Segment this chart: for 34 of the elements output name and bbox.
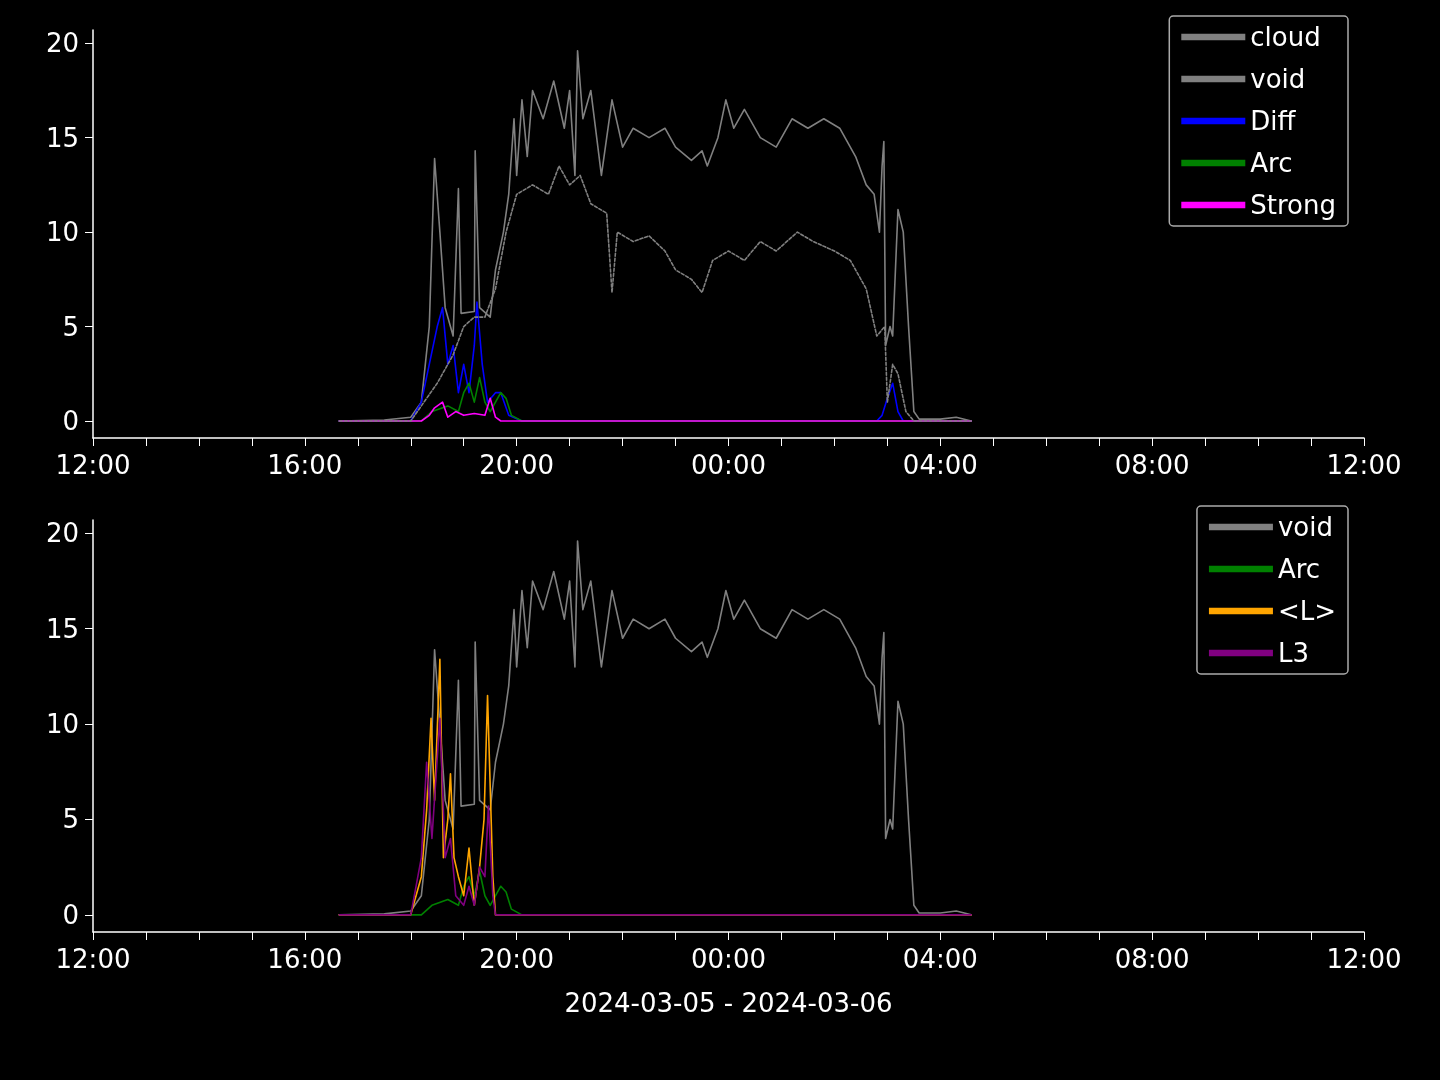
- legend-label: Diff: [1250, 106, 1297, 136]
- x-tick-label: 16:00: [267, 944, 343, 974]
- legend-label: cloud: [1250, 22, 1321, 52]
- legend-label: Strong: [1250, 190, 1337, 220]
- x-tick-label: 12:00: [1326, 450, 1402, 480]
- legend-label: void: [1250, 64, 1306, 94]
- x-tick-label: 20:00: [479, 944, 555, 974]
- y-tick-label: 20: [45, 518, 79, 549]
- y-tick-label: 0: [62, 899, 79, 930]
- x-tick-label: 00:00: [691, 944, 766, 974]
- x-tick-label: 08:00: [1114, 944, 1190, 974]
- x-tick-label: 04:00: [902, 944, 978, 974]
- x-tick-label: 20:00: [479, 450, 555, 480]
- x-tick-label: 12:00: [1326, 944, 1402, 974]
- y-tick-label: 5: [62, 311, 79, 342]
- legend-label: <L>: [1277, 596, 1337, 626]
- x-tick-label: 08:00: [1114, 450, 1190, 480]
- y-tick-label: 15: [45, 613, 79, 644]
- x-tick-label: 00:00: [691, 450, 766, 480]
- x-tick-label: 12:00: [55, 450, 131, 480]
- y-tick-label: 20: [45, 28, 79, 59]
- x-tick-label: 16:00: [267, 450, 343, 480]
- legend-label: L3: [1277, 638, 1309, 668]
- x-tick-label: 12:00: [55, 944, 131, 974]
- y-tick-label: 10: [45, 217, 79, 248]
- y-tick-label: 15: [45, 122, 79, 153]
- legend-label: Arc: [1277, 554, 1321, 584]
- y-tick-label: 0: [62, 406, 79, 436]
- x-axis-title: 2024-03-05 - 2024-03-06: [564, 988, 893, 1018]
- x-tick-label: 04:00: [902, 450, 978, 480]
- legend-label: Arc: [1250, 148, 1293, 178]
- legend-label: void: [1277, 512, 1333, 542]
- y-tick-label: 10: [45, 709, 79, 740]
- y-tick-label: 5: [62, 804, 79, 835]
